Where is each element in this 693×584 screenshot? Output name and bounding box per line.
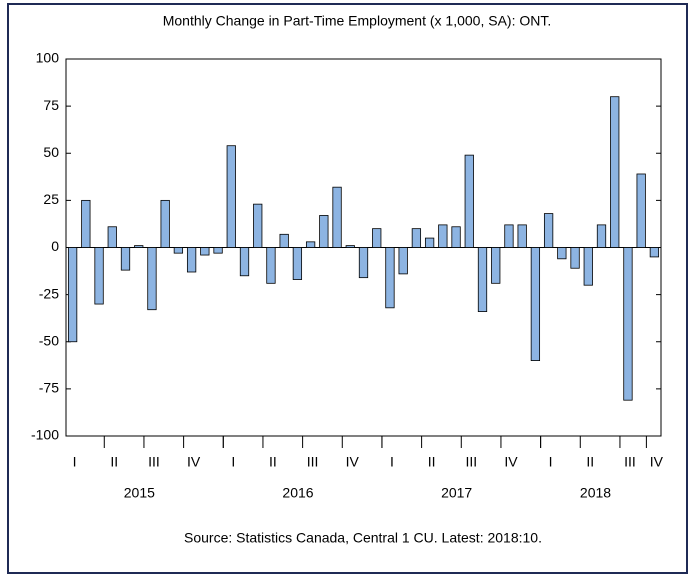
year-label: 2017 bbox=[441, 485, 472, 501]
year-label: 2015 bbox=[124, 485, 155, 501]
y-tick-label: 75 bbox=[43, 97, 59, 113]
bar bbox=[372, 228, 382, 248]
bar bbox=[345, 245, 355, 248]
x-tick-label: III bbox=[624, 454, 636, 470]
bar bbox=[213, 247, 223, 254]
bar bbox=[596, 224, 607, 248]
bar bbox=[438, 224, 448, 248]
bar bbox=[623, 247, 633, 401]
bar bbox=[504, 224, 514, 248]
bar bbox=[543, 213, 554, 248]
bar bbox=[451, 226, 461, 248]
bar bbox=[94, 247, 104, 305]
bar bbox=[305, 241, 316, 248]
x-tick-label: II bbox=[110, 454, 118, 470]
year-label: 2016 bbox=[282, 485, 313, 501]
y-tick-label: 25 bbox=[43, 191, 59, 207]
bar bbox=[358, 247, 369, 279]
x-tick-label: IV bbox=[346, 454, 360, 470]
x-tick-label: III bbox=[307, 454, 319, 470]
bar bbox=[186, 247, 197, 273]
bar bbox=[570, 247, 580, 269]
y-tick-label: -75 bbox=[39, 380, 59, 396]
x-tick-label: III bbox=[148, 454, 160, 470]
chart-title: Monthly Change in Part-Time Employment (… bbox=[163, 13, 552, 29]
bar bbox=[279, 233, 289, 248]
x-tick-label: IV bbox=[187, 454, 201, 470]
bar bbox=[292, 247, 303, 280]
x-tick-label: IV bbox=[504, 454, 518, 470]
bar bbox=[239, 247, 250, 277]
x-tick-label: I bbox=[390, 454, 394, 470]
bar bbox=[266, 247, 276, 284]
x-tick-label: I bbox=[231, 454, 235, 470]
y-tick-label: -25 bbox=[39, 285, 59, 301]
bar bbox=[583, 247, 593, 286]
bar bbox=[67, 247, 78, 343]
bar bbox=[398, 247, 408, 275]
bar bbox=[107, 226, 117, 248]
bar bbox=[200, 247, 210, 256]
outer-border bbox=[7, 3, 688, 574]
y-tick-label: -100 bbox=[31, 427, 59, 443]
x-tick-label: I bbox=[549, 454, 553, 470]
year-label: 2018 bbox=[580, 485, 611, 501]
bar bbox=[411, 228, 422, 248]
bar bbox=[636, 173, 646, 248]
y-tick-label: 0 bbox=[51, 238, 59, 254]
source-note: Source: Statistics Canada, Central 1 CU.… bbox=[184, 530, 542, 546]
y-tick-label: -50 bbox=[39, 332, 59, 348]
bar bbox=[424, 237, 435, 248]
bar bbox=[160, 199, 170, 248]
bar bbox=[477, 247, 488, 312]
bar bbox=[385, 247, 395, 309]
bar bbox=[134, 245, 144, 248]
x-tick-label: II bbox=[586, 454, 594, 470]
y-tick-label: 50 bbox=[43, 144, 59, 160]
bar bbox=[517, 224, 527, 248]
x-tick-label: IV bbox=[650, 454, 664, 470]
bar bbox=[173, 247, 184, 254]
bar bbox=[81, 199, 91, 248]
y-tick-label: 100 bbox=[36, 50, 60, 66]
x-tick-label: I bbox=[73, 454, 77, 470]
bar bbox=[319, 215, 329, 248]
bar bbox=[332, 186, 342, 248]
bar bbox=[120, 247, 131, 271]
bar bbox=[253, 203, 263, 248]
bar bbox=[491, 247, 501, 284]
bar bbox=[147, 247, 157, 311]
bar bbox=[557, 247, 567, 260]
bar bbox=[649, 247, 660, 258]
bar bbox=[610, 96, 620, 248]
x-tick-label: II bbox=[428, 454, 436, 470]
x-tick-label: III bbox=[465, 454, 477, 470]
bar bbox=[464, 154, 474, 248]
x-tick-label: II bbox=[269, 454, 277, 470]
bar bbox=[226, 145, 236, 248]
bar bbox=[530, 247, 541, 361]
